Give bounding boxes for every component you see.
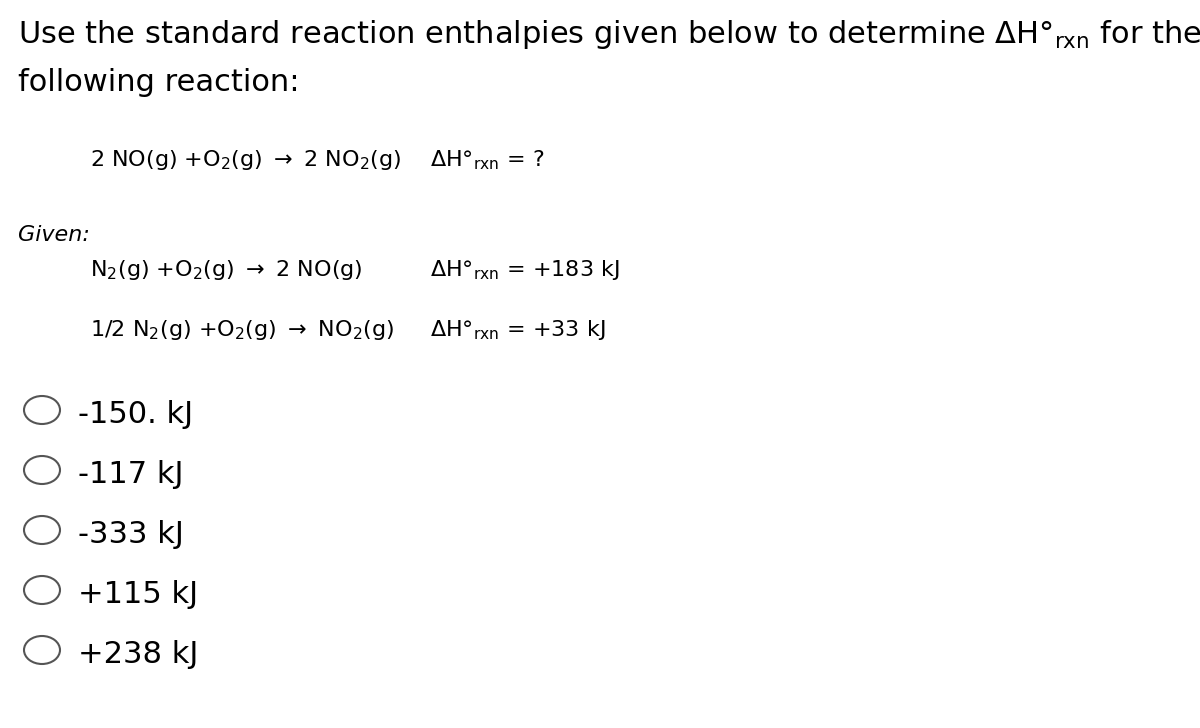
Text: Use the standard reaction enthalpies given below to determine $\Delta$H°$_{\math: Use the standard reaction enthalpies giv… [18,18,1200,51]
Text: 1/2 N$_{\mathregular{2}}$(g) +O$_{\mathregular{2}}$(g) $\rightarrow$ NO$_{\mathr: 1/2 N$_{\mathregular{2}}$(g) +O$_{\mathr… [90,318,395,342]
Text: $\Delta$H°$_{\mathregular{rxn}}$ = +183 kJ: $\Delta$H°$_{\mathregular{rxn}}$ = +183 … [430,258,619,282]
Text: $\Delta$H°$_{\mathregular{rxn}}$ = ?: $\Delta$H°$_{\mathregular{rxn}}$ = ? [430,148,545,172]
Text: -150. kJ: -150. kJ [78,400,193,429]
Text: 2 NO(g) +O$_{\mathregular{2}}$(g) $\rightarrow$ 2 NO$_{\mathregular{2}}$(g): 2 NO(g) +O$_{\mathregular{2}}$(g) $\righ… [90,148,402,172]
Text: N$_{\mathregular{2}}$(g) +O$_{\mathregular{2}}$(g) $\rightarrow$ 2 NO(g): N$_{\mathregular{2}}$(g) +O$_{\mathregul… [90,258,362,282]
Text: following reaction:: following reaction: [18,68,300,97]
Text: +115 kJ: +115 kJ [78,580,198,609]
Text: Given:: Given: [18,225,90,245]
Text: $\Delta$H°$_{\mathregular{rxn}}$ = +33 kJ: $\Delta$H°$_{\mathregular{rxn}}$ = +33 k… [430,318,606,342]
Text: -333 kJ: -333 kJ [78,520,184,549]
Text: +238 kJ: +238 kJ [78,640,198,669]
Text: -117 kJ: -117 kJ [78,460,184,489]
